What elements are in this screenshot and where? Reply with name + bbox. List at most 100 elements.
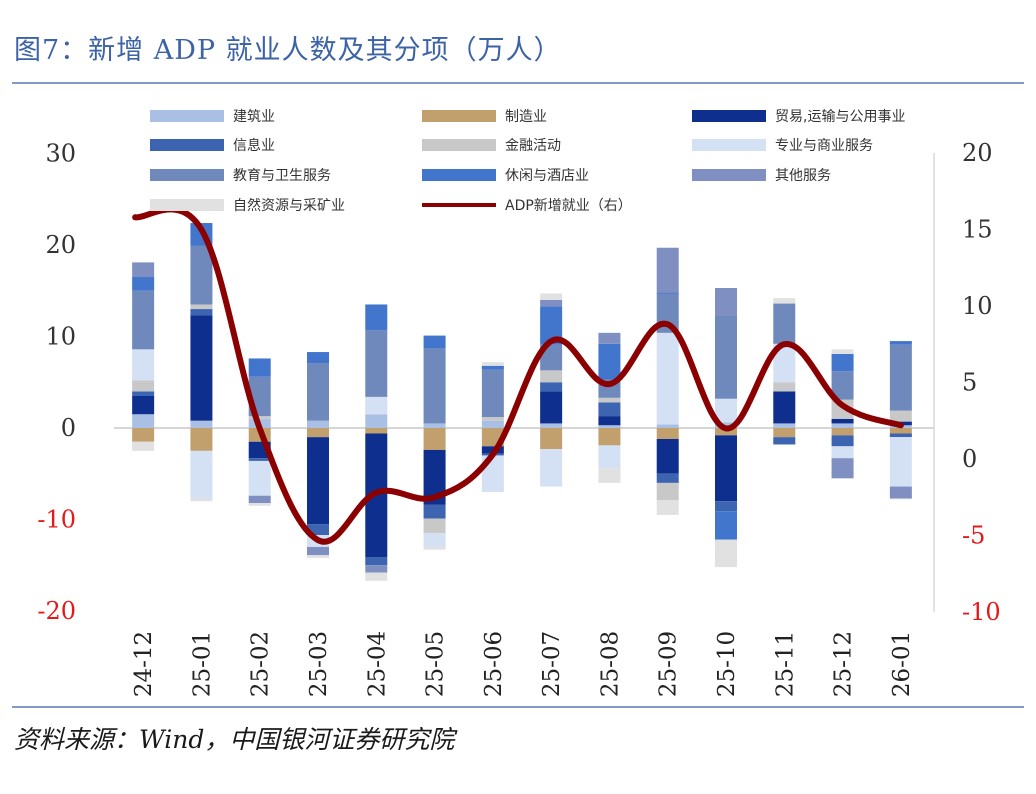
bar-segment [773, 423, 796, 428]
legend-swatch [150, 139, 224, 151]
legend-swatch [422, 110, 496, 122]
title-divider [12, 82, 1024, 84]
bar-segment [656, 424, 679, 428]
bar-segment [132, 395, 155, 415]
bar-segment [656, 473, 679, 483]
legend-label: 休闲与酒店业 [505, 168, 589, 184]
bar-segment [132, 277, 155, 291]
legend-swatch [150, 110, 224, 122]
bar-segment [715, 435, 737, 502]
bar-segment [307, 437, 329, 525]
x-tick-label: 25-10 [714, 631, 740, 697]
bar-segment [889, 433, 912, 438]
legend-swatch [422, 139, 496, 151]
left-tick-label: 20 [45, 231, 76, 259]
bar-segment [481, 417, 504, 421]
bar-segment [190, 315, 213, 421]
bar-segment [715, 315, 737, 399]
x-tick-label: 25-11 [772, 631, 798, 697]
legend-label: 自然资源与采矿业 [233, 197, 345, 214]
right-tick-label: 15 [962, 216, 993, 244]
bar-segment [889, 341, 912, 345]
bar-segment [423, 428, 446, 450]
bar-segment [132, 428, 155, 442]
legend-label: 其他服务 [775, 168, 831, 184]
bar-segment [598, 445, 621, 469]
bar-segment [889, 437, 912, 487]
bar-segment [540, 370, 563, 383]
legend-swatch [692, 169, 766, 181]
bar-segment [248, 503, 271, 506]
bar-segment [889, 486, 912, 499]
legend-swatch [692, 139, 766, 151]
bar-segment [773, 437, 796, 445]
bar-segment [365, 330, 388, 397]
bar-segment [715, 501, 737, 512]
bar-segment [831, 418, 854, 424]
bar-segment [190, 428, 213, 451]
bar-segment [715, 428, 737, 436]
legend-label: 专业与商业服务 [775, 138, 873, 154]
bar-segment [656, 438, 679, 474]
source-note: 资料来源：Wind，中国银河证券研究院 [14, 725, 455, 754]
right-tick-label: -10 [962, 598, 1001, 626]
bar-segment [132, 380, 155, 392]
bar-segment [831, 446, 854, 459]
left-tick-label: 30 [45, 140, 76, 168]
bar-segment [656, 482, 679, 501]
bar-segment [773, 428, 796, 438]
legend-label: 贸易,运输与公用事业 [775, 109, 905, 125]
bar-segment [540, 382, 563, 392]
bar-segment [423, 504, 446, 519]
x-tick-label: 25-12 [831, 631, 857, 697]
bar-segment [423, 518, 446, 534]
bar-segment [190, 304, 213, 310]
bar-segment [481, 369, 504, 418]
bar-segment [190, 498, 213, 502]
bar-segment [598, 343, 621, 380]
bar-segment [831, 423, 854, 428]
bar-segment [248, 416, 271, 419]
plot-area: 30 20 10 0 -10 -20 20 15 10 5 0 -5 -10 24-12 25-01 25-0… [37, 139, 1000, 697]
bar-segment [773, 298, 796, 304]
bar-segment [889, 498, 912, 500]
bar-segment [365, 565, 388, 573]
bar-segment [365, 304, 388, 331]
legend-swatch [422, 169, 496, 181]
x-tick-label: 25-06 [481, 631, 507, 697]
right-tick-label: 5 [962, 369, 977, 397]
bar-segment [423, 449, 446, 505]
bar-segment [307, 352, 329, 364]
bar-segment [248, 458, 271, 461]
bar-segment [365, 428, 388, 434]
x-tick-label: 25-08 [597, 631, 623, 697]
bar-segment [365, 572, 388, 581]
chart: 30 20 10 0 -10 -20 20 15 10 5 0 -5 -10 24-12 25-01 25-0… [37, 109, 1000, 697]
bar-segment [540, 423, 563, 428]
bar-segment [540, 428, 563, 450]
bar-segment [598, 416, 621, 426]
bar-segment [423, 335, 446, 349]
bar-segment [656, 332, 679, 425]
bar-segment [540, 293, 563, 300]
bar-segment [831, 458, 854, 479]
bar-segment [773, 343, 796, 383]
bar-segment [715, 511, 737, 540]
bar-segment [365, 396, 388, 415]
right-tick-label: 10 [962, 292, 993, 320]
bar-segment [481, 420, 504, 428]
x-tick-label: 25-02 [248, 631, 274, 697]
bar-segment [540, 391, 563, 424]
bar-segment [656, 292, 679, 294]
legend-swatch [692, 110, 766, 122]
bar-segment [656, 500, 679, 515]
bar-segment [598, 428, 621, 446]
adp-line [132, 206, 904, 545]
left-tick-label: 0 [61, 414, 76, 442]
bar-segment [132, 414, 155, 428]
bar-segment [307, 524, 329, 536]
bar-segment [132, 290, 155, 350]
bar-segment [190, 420, 213, 428]
legend-swatch [150, 199, 224, 211]
